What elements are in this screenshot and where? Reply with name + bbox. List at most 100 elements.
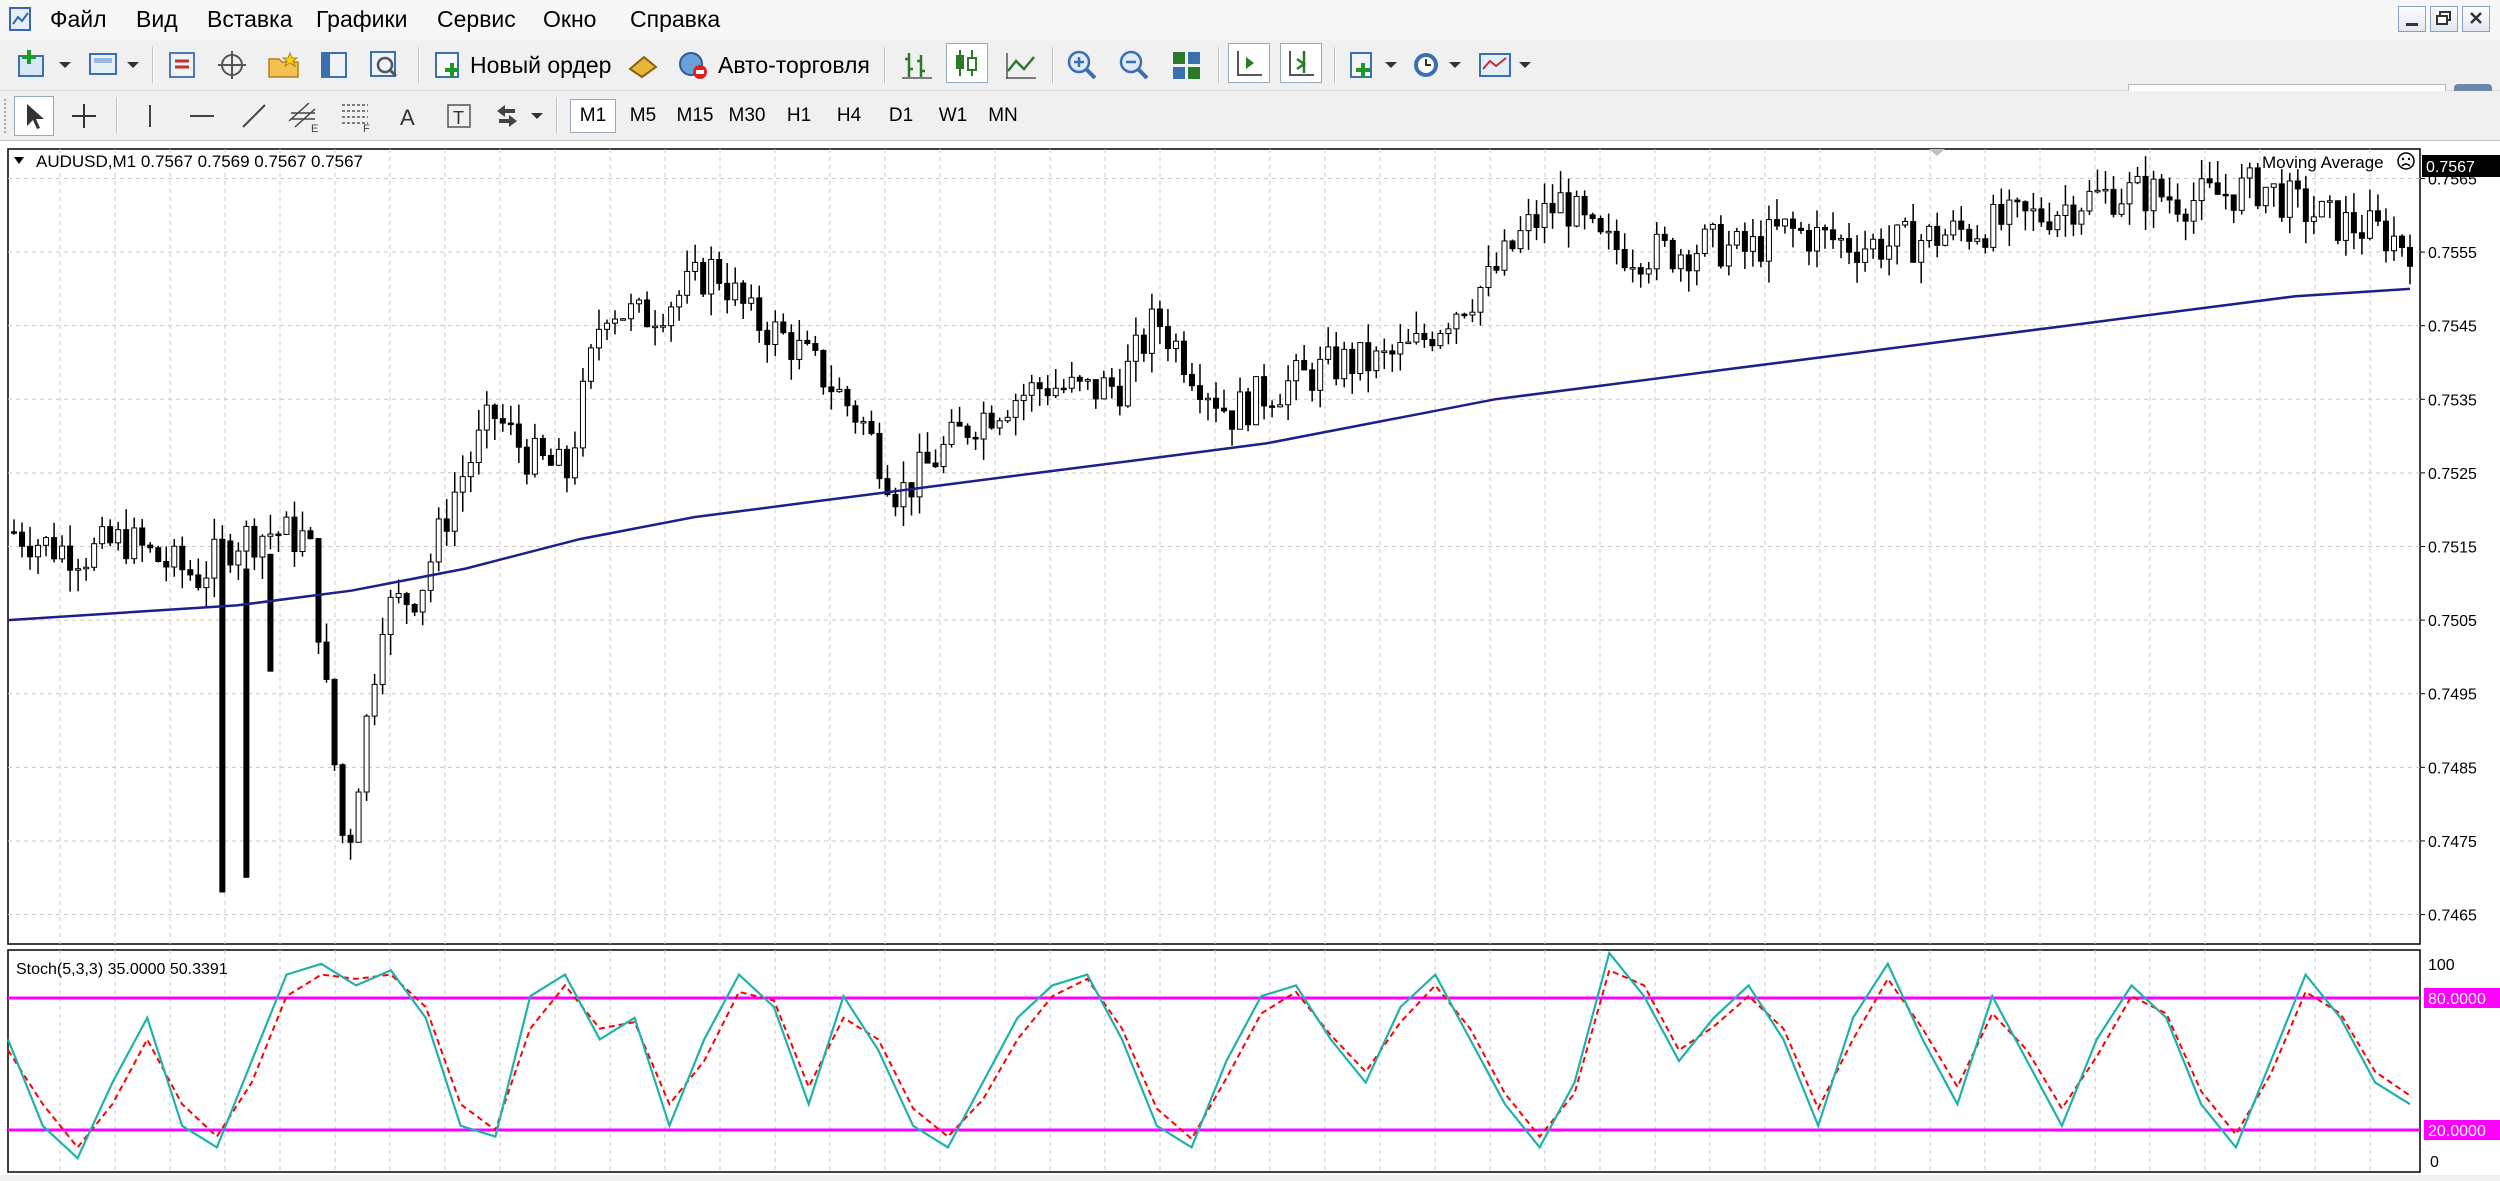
periodicity-button[interactable] (1410, 45, 1466, 85)
timeframe-m30[interactable]: M30 (728, 105, 766, 126)
restore-button[interactable] (2430, 6, 2458, 32)
candle-body (1445, 328, 1452, 335)
candle-body (59, 545, 66, 560)
chart-shift-marker[interactable] (1929, 149, 1945, 156)
text-tool-button[interactable]: A (390, 96, 426, 136)
candle-body (2134, 175, 2141, 184)
candle-body (539, 437, 546, 456)
menu-help[interactable]: Справка (630, 6, 721, 32)
data-window-button[interactable] (214, 45, 250, 85)
metaeditor-button[interactable] (624, 45, 664, 85)
candle-body (1373, 350, 1380, 372)
stochastic-level-80-badge (2424, 988, 2500, 1008)
chart-canvas[interactable]: AUDUSD,M1 0.7567 0.7569 0.7567 0.7567 Mo… (0, 141, 2500, 1175)
candle-body (75, 568, 82, 571)
timeframe-h1[interactable]: H1 (786, 105, 812, 126)
candle-body (1036, 382, 1043, 390)
fibonacci-button[interactable]: F (336, 96, 376, 136)
menu-charts[interactable]: Графики (316, 6, 408, 32)
candle-body (275, 533, 282, 537)
candle-body (2070, 204, 2077, 225)
candle-body (636, 299, 643, 305)
templates-button[interactable] (1476, 45, 1536, 85)
line-chart-button[interactable] (1002, 45, 1040, 85)
menu-window[interactable]: Окно (543, 6, 597, 32)
menu-insert[interactable]: Вставка (207, 6, 293, 32)
chart-grid (8, 149, 2420, 944)
candle-body (499, 418, 506, 424)
chart-menu-triangle-icon[interactable] (14, 157, 24, 164)
zoom-in-button[interactable] (1064, 45, 1102, 85)
chart-shift-button[interactable] (1280, 43, 1322, 83)
candle-body (1677, 254, 1684, 270)
timeframe-mn[interactable]: MN (988, 105, 1018, 126)
candle-body (163, 560, 170, 568)
minimize-button[interactable] (2398, 6, 2426, 32)
menu-view[interactable]: Вид (136, 6, 178, 32)
auto-scroll-button[interactable] (1228, 43, 1270, 83)
menu-file[interactable]: Файл (50, 6, 107, 32)
vertical-line-button[interactable] (132, 96, 168, 136)
arrows-button[interactable] (492, 96, 548, 136)
crosshair-tool-button[interactable] (64, 96, 104, 136)
market-watch-button[interactable] (164, 45, 200, 85)
candle-body (2326, 200, 2333, 203)
menu-bar: Файл Вид Вставка Графики Сервис Окно Спр… (0, 0, 2500, 41)
text-label-button[interactable]: T (440, 96, 478, 136)
new-chart-button[interactable] (14, 45, 72, 85)
strategy-tester-button[interactable] (366, 45, 402, 85)
timeframe-m1[interactable]: M1 (570, 99, 616, 133)
profiles-button[interactable] (86, 45, 142, 85)
new-order-button[interactable]: Новый ордер (432, 45, 612, 85)
horizontal-line-button[interactable] (182, 96, 222, 136)
timeframe-m15[interactable]: M15 (676, 105, 714, 126)
cursor-tool-button[interactable] (14, 96, 54, 136)
zoom-out-button[interactable] (1116, 45, 1154, 85)
chart-header: AUDUSD,M1 0.7567 0.7569 0.7567 0.7567 (36, 152, 363, 171)
timeframe-m5[interactable]: M5 (629, 105, 657, 126)
close-button[interactable] (2462, 6, 2490, 32)
terminal-icon (321, 52, 347, 78)
trendline-button[interactable] (234, 96, 274, 136)
candlestick-chart-button[interactable] (946, 43, 988, 83)
candle-body (43, 537, 50, 546)
tile-windows-button[interactable] (1168, 45, 1206, 85)
candle-body (451, 491, 458, 532)
terminal-button[interactable] (316, 45, 352, 85)
candle-body (1886, 245, 1893, 260)
svg-text:F: F (363, 123, 370, 133)
candle-body (1950, 220, 1957, 236)
candle-body (1870, 238, 1877, 250)
candle-body (1092, 379, 1099, 400)
candle-body (996, 420, 1003, 429)
candle-body (1341, 348, 1348, 380)
candle-body (2230, 194, 2237, 211)
candle-body (740, 282, 747, 304)
timeframe-h4[interactable]: H4 (836, 105, 862, 126)
candle-body (99, 526, 106, 545)
indicators-button[interactable] (1346, 45, 1402, 85)
candle-body (419, 589, 426, 613)
equidistant-channel-button[interactable]: E (284, 96, 324, 136)
horizontal-line-icon (190, 115, 214, 117)
candle-body (115, 529, 122, 544)
candle-body (363, 715, 370, 793)
candle-body (2142, 175, 2149, 212)
navigator-button[interactable] (264, 45, 304, 85)
candle-body (1926, 225, 1933, 242)
timeframe-d1[interactable]: D1 (888, 105, 914, 126)
chart-window[interactable]: AUDUSD,M1 0.7567 0.7569 0.7567 0.7567 Mo… (0, 141, 2500, 1175)
candle-body (1565, 192, 1572, 227)
bar-chart-button[interactable] (898, 45, 936, 85)
candle-body (1237, 391, 1244, 430)
menu-tools[interactable]: Сервис (437, 6, 516, 32)
metatrader-app-icon[interactable] (8, 5, 34, 33)
timeframe-w1[interactable]: W1 (938, 105, 968, 126)
auto-trading-button[interactable]: Авто-торговля (676, 45, 876, 85)
candle-body (1164, 326, 1171, 350)
candle-body (620, 318, 627, 321)
candle-body (2158, 178, 2165, 198)
candle-body (2214, 182, 2221, 195)
candle-body (1325, 346, 1332, 360)
candle-body (1020, 394, 1027, 402)
